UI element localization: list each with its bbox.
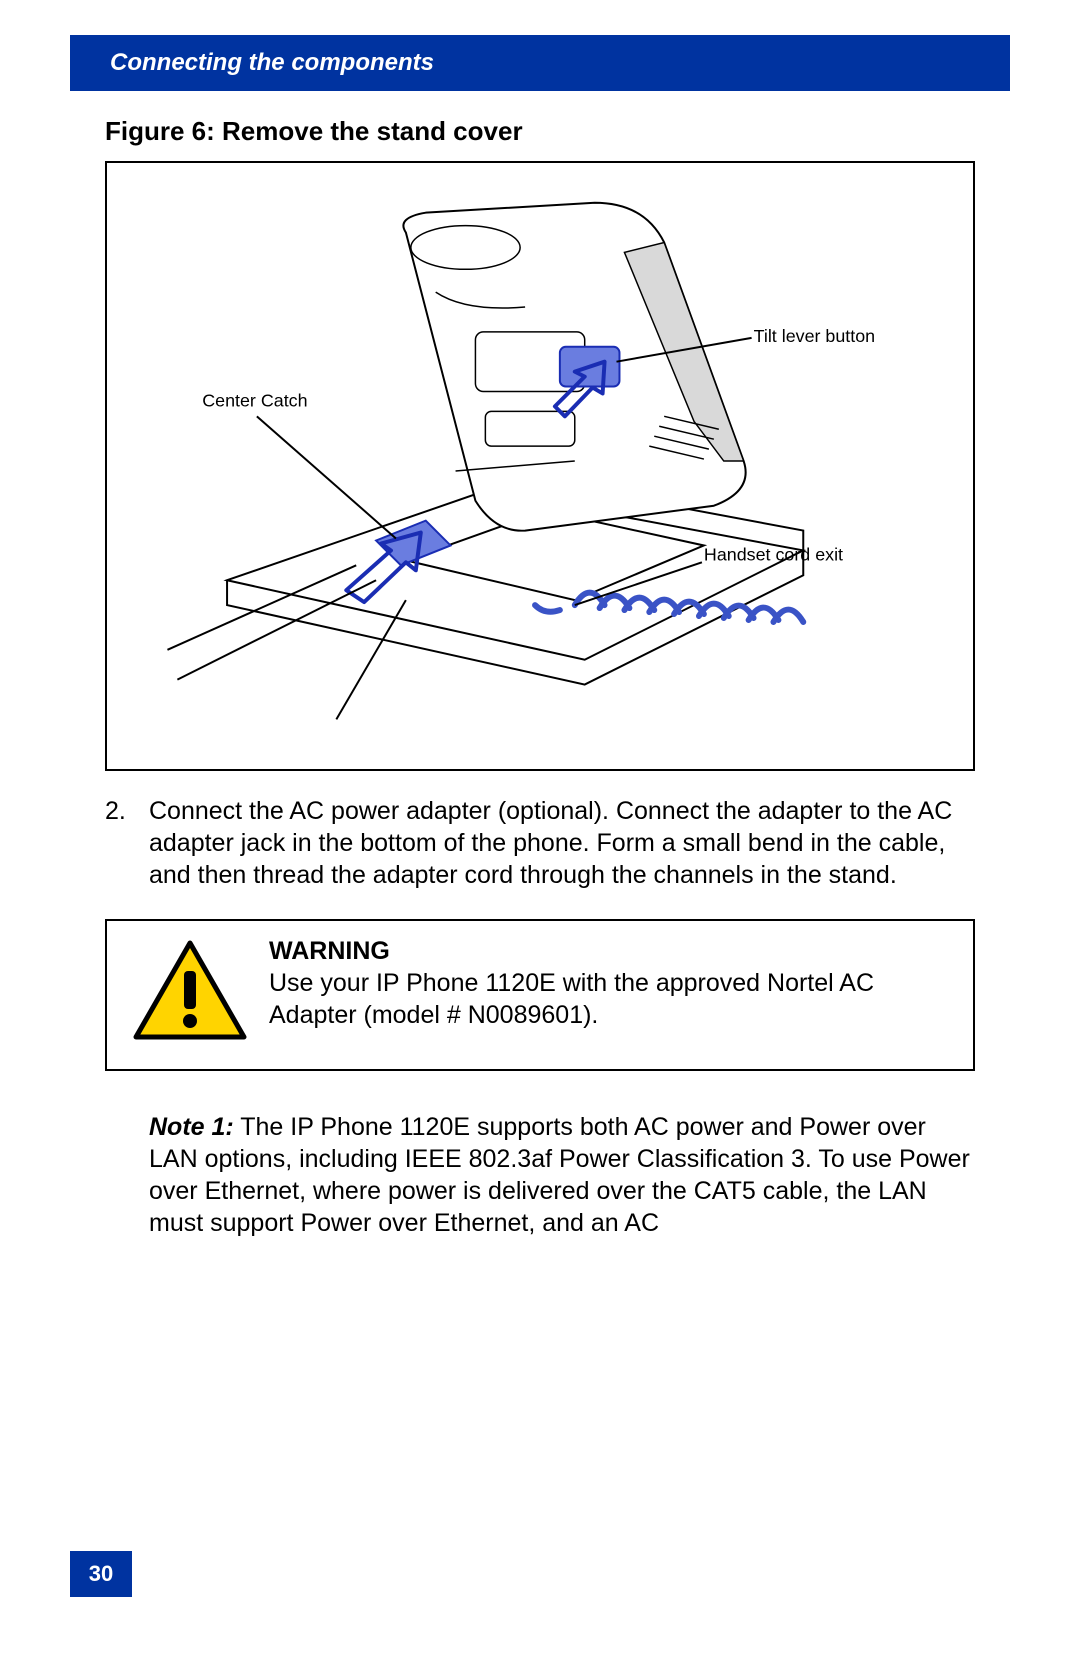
note-label: Note 1: xyxy=(149,1113,234,1141)
warning-text-block: WARNING Use your IP Phone 1120E with the… xyxy=(255,935,955,1031)
page: Connecting the components Figure 6: Remo… xyxy=(0,0,1080,1669)
warning-box: WARNING Use your IP Phone 1120E with the… xyxy=(105,919,975,1071)
label-center-catch: Center Catch xyxy=(202,390,307,410)
chapter-title: Connecting the components xyxy=(110,49,434,77)
warning-icon xyxy=(125,935,255,1047)
step-number: 2. xyxy=(105,795,149,891)
figure-box: Center Catch Tilt lever button Handset c… xyxy=(105,161,975,771)
label-handset-exit: Handset cord exit xyxy=(704,544,843,564)
step-2: 2. Connect the AC power adapter (optiona… xyxy=(105,795,975,891)
content-area: Figure 6: Remove the stand cover xyxy=(105,116,975,1239)
figure-svg: Center Catch Tilt lever button Handset c… xyxy=(107,163,973,769)
chapter-header: Connecting the components xyxy=(70,35,1010,91)
figure-caption: Figure 6: Remove the stand cover xyxy=(105,116,975,147)
warning-title: WARNING xyxy=(269,935,955,967)
page-number: 30 xyxy=(70,1551,132,1597)
warning-body: Use your IP Phone 1120E with the approve… xyxy=(269,967,955,1031)
note-text: The IP Phone 1120E supports both AC powe… xyxy=(149,1113,970,1237)
label-tilt-lever: Tilt lever button xyxy=(754,326,876,346)
note-1: Note 1: The IP Phone 1120E supports both… xyxy=(149,1111,975,1239)
step-text: Connect the AC power adapter (optional).… xyxy=(149,795,975,891)
